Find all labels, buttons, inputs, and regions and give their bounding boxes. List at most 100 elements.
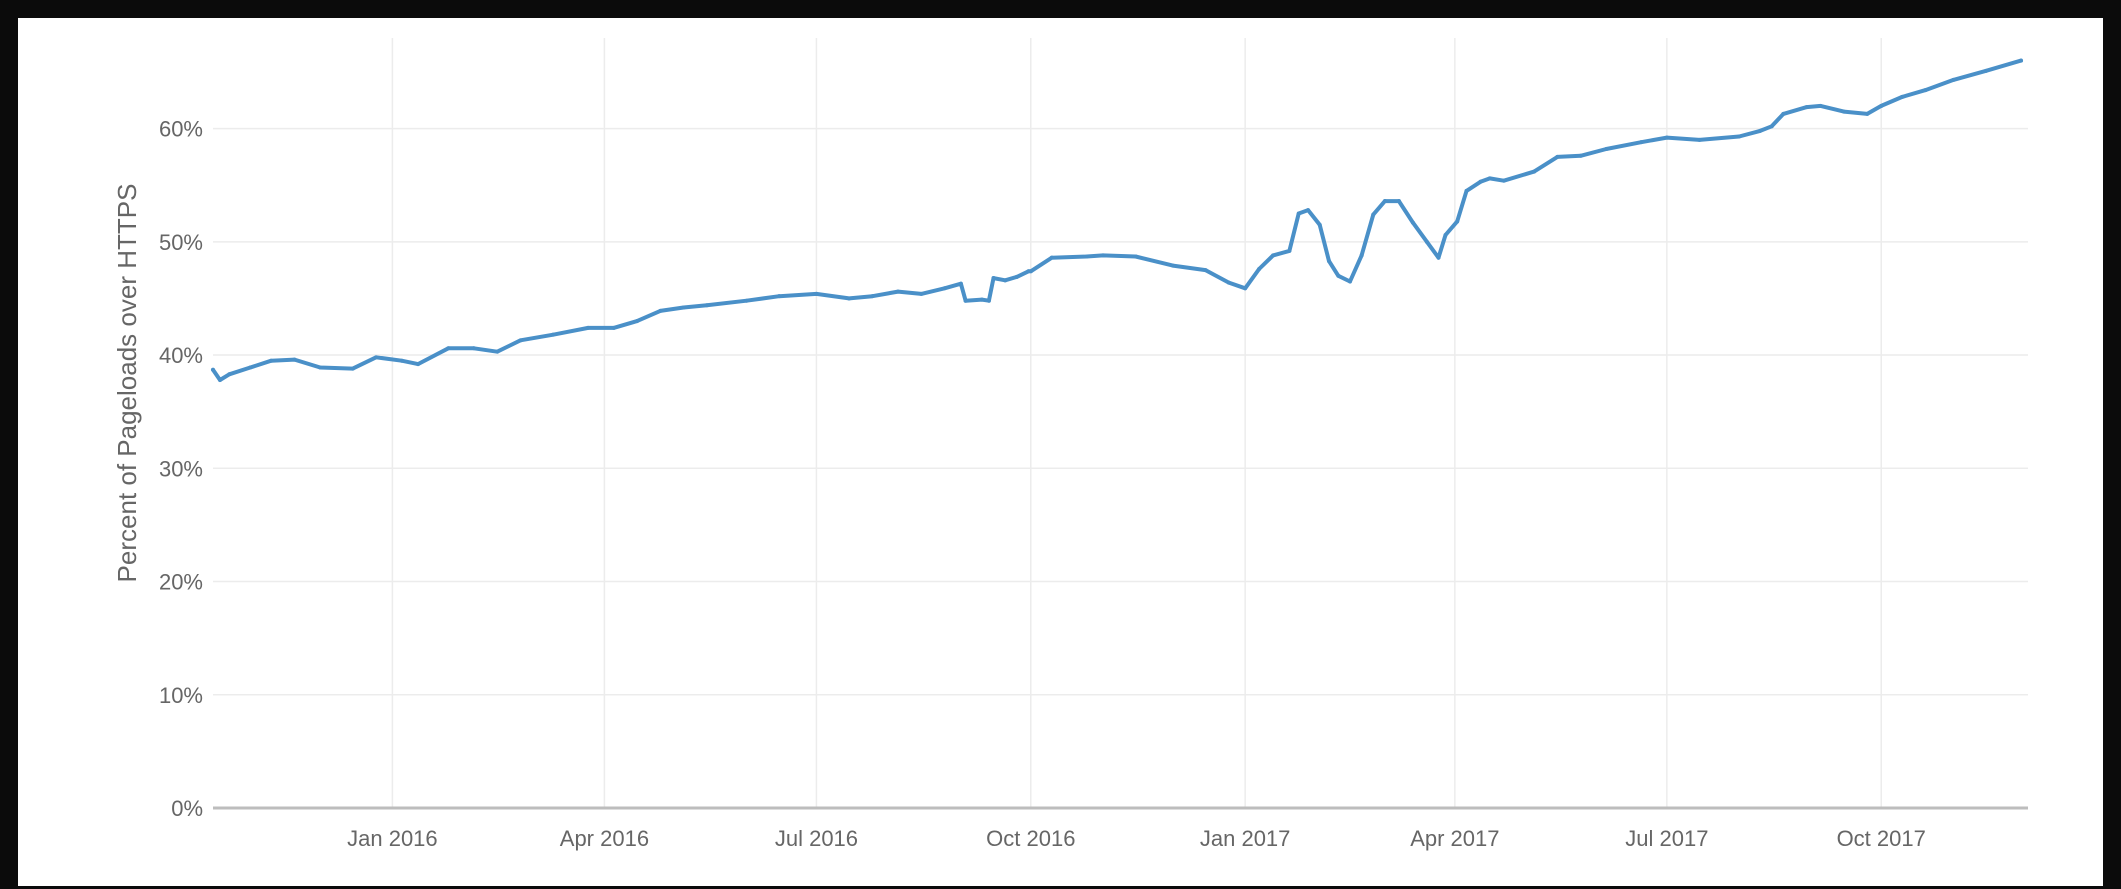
data-point — [374, 355, 379, 360]
data-point — [1243, 286, 1248, 291]
data-point — [1410, 220, 1415, 225]
data-point — [979, 297, 984, 302]
data-point — [551, 332, 556, 337]
data-point — [1455, 219, 1460, 224]
data-point — [248, 365, 253, 370]
data-point — [847, 296, 852, 301]
data-point — [586, 325, 591, 330]
y-tick-label: 20% — [159, 570, 203, 595]
y-tick-label: 0% — [171, 796, 203, 821]
data-point — [991, 276, 996, 281]
data-point — [1951, 77, 1956, 82]
data-point — [1818, 103, 1823, 108]
y-tick-label: 10% — [159, 683, 203, 708]
data-point — [227, 372, 232, 377]
x-tick-label: Jul 2016 — [775, 826, 858, 851]
data-point — [1578, 153, 1583, 158]
x-tick-label: Oct 2017 — [1837, 826, 1926, 851]
data-point — [211, 367, 215, 372]
data-point — [416, 362, 421, 367]
data-point — [1984, 68, 1989, 73]
x-tick-label: Apr 2016 — [560, 826, 649, 851]
y-tick-label: 50% — [159, 230, 203, 255]
data-point — [446, 346, 451, 351]
data-point — [1841, 109, 1846, 114]
data-point — [744, 298, 749, 303]
data-point — [1336, 273, 1341, 278]
data-point — [777, 294, 782, 299]
data-point — [1170, 263, 1175, 268]
data-point — [704, 303, 709, 308]
data-point — [1555, 154, 1560, 159]
data-point — [1317, 222, 1322, 227]
data-point — [217, 377, 222, 382]
data-point — [1436, 255, 1441, 260]
grid-lines — [213, 38, 2028, 808]
x-tick-label: Jul 2017 — [1625, 826, 1708, 851]
data-point — [1084, 254, 1089, 259]
data-point — [495, 349, 500, 354]
data-point — [1049, 255, 1054, 260]
data-point — [1424, 239, 1429, 244]
data-point — [269, 358, 274, 363]
data-point — [1900, 94, 1905, 99]
data-point — [681, 305, 686, 310]
series-layer — [211, 58, 2024, 382]
data-point — [1464, 188, 1469, 193]
data-point — [658, 308, 663, 313]
data-point — [471, 346, 476, 351]
data-point — [1203, 268, 1208, 273]
data-point — [1478, 179, 1483, 184]
data-point — [1443, 233, 1448, 238]
data-point — [1697, 137, 1702, 142]
data-point — [635, 319, 640, 324]
data-point — [870, 294, 875, 299]
data-point — [399, 358, 404, 363]
data-point — [963, 298, 968, 303]
data-point — [292, 357, 297, 362]
data-point — [1639, 140, 1644, 145]
y-tick-label: 40% — [159, 343, 203, 368]
data-point — [1923, 88, 1928, 93]
data-point — [611, 325, 616, 330]
data-point — [1014, 274, 1019, 279]
y-axis-title: Percent of Pageloads over HTTPS — [112, 184, 142, 583]
data-point — [1664, 135, 1669, 140]
data-point — [2019, 58, 2024, 63]
y-tick-labels: 0% 10% 20% 30% 40% 50% 60% — [159, 117, 203, 821]
data-point — [1003, 278, 1008, 283]
y-tick-label: 60% — [159, 117, 203, 142]
data-point — [1271, 253, 1276, 258]
data-point — [1257, 267, 1262, 271]
data-point — [1359, 253, 1364, 258]
data-point — [350, 366, 355, 371]
data-point — [814, 291, 819, 296]
data-point — [1604, 146, 1609, 151]
data-point — [318, 365, 323, 370]
data-point — [919, 291, 924, 296]
data-point — [1296, 211, 1301, 216]
data-point — [518, 338, 523, 343]
data-point — [1501, 178, 1506, 183]
data-point — [1347, 279, 1352, 284]
data-point — [1226, 280, 1231, 285]
data-point — [1804, 105, 1809, 110]
data-point — [1769, 124, 1774, 129]
data-point — [1371, 212, 1376, 217]
data-point — [1382, 199, 1387, 204]
x-tick-label: Jan 2017 — [1200, 826, 1291, 851]
series-line — [211, 58, 2023, 382]
https-pageloads-line-chart: 0% 10% 20% 30% 40% 50% 60% Jan 2016 Apr 2016 Jul… — [112, 38, 2028, 851]
data-point — [895, 289, 900, 294]
data-point — [1101, 253, 1106, 258]
data-point — [1879, 103, 1884, 108]
data-point — [986, 298, 991, 303]
data-point — [1028, 269, 1033, 274]
data-point — [1396, 199, 1401, 204]
data-point — [1306, 208, 1311, 213]
data-point — [1865, 111, 1870, 116]
y-tick-label: 30% — [159, 456, 203, 481]
data-point — [1737, 134, 1742, 139]
data-point — [942, 286, 947, 291]
data-point — [958, 281, 963, 286]
